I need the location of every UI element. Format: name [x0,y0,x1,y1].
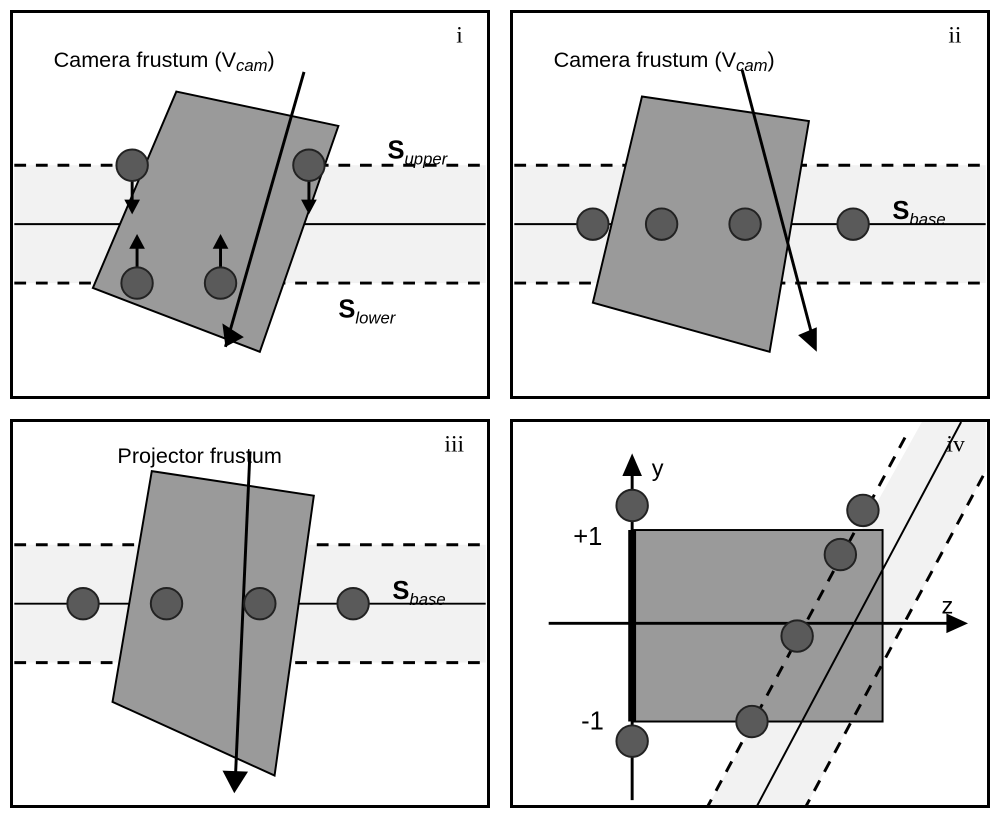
projector-frustum [113,471,314,775]
panel-title: Camera frustum (Vcam) [54,47,275,75]
dot [577,208,608,239]
dot [825,539,856,570]
panel-iv-svg: y z +1 -1 iv [513,422,987,805]
dot [616,490,647,521]
panel-iv: y z +1 -1 iv [510,419,990,808]
z-axis-label: z [942,593,954,619]
panel-label: iv [946,431,965,457]
y-axis-arrowhead-icon [622,453,642,476]
panel-ii: Camera frustum (Vcam) Sbase ii [510,10,990,399]
panel-iii-svg: Projector frustum Sbase iii [13,422,487,805]
panel-i: Camera frustum (Vcam) Supper Slower i [10,10,490,399]
camera-frustum [93,92,339,352]
s-upper-label: Supper [387,136,448,168]
arrowhead-icon [798,327,817,352]
panel-label: iii [444,431,464,457]
dot [337,588,368,619]
s-lower-label: Slower [338,295,396,327]
tick-plus1: +1 [573,523,602,551]
dot [646,208,677,239]
dot [616,725,647,756]
dot [736,706,767,737]
panel-iii: Projector frustum Sbase iii [10,419,490,808]
y-axis-label: y [652,455,664,481]
dot [151,588,182,619]
panel-ii-svg: Camera frustum (Vcam) Sbase ii [513,13,987,396]
dot [729,208,760,239]
camera-frustum [593,96,809,351]
dot [781,620,812,651]
panel-i-svg: Camera frustum (Vcam) Supper Slower i [13,13,487,396]
arrowhead-icon [223,771,249,794]
dot [837,208,868,239]
tick-minus1: -1 [581,707,604,735]
panel-title: Projector frustum [117,443,281,468]
panel-label: i [456,22,463,48]
dot [244,588,275,619]
panel-title: Camera frustum (Vcam) [554,47,775,75]
dot [847,495,878,526]
dot [67,588,98,619]
panel-label: ii [948,22,962,48]
